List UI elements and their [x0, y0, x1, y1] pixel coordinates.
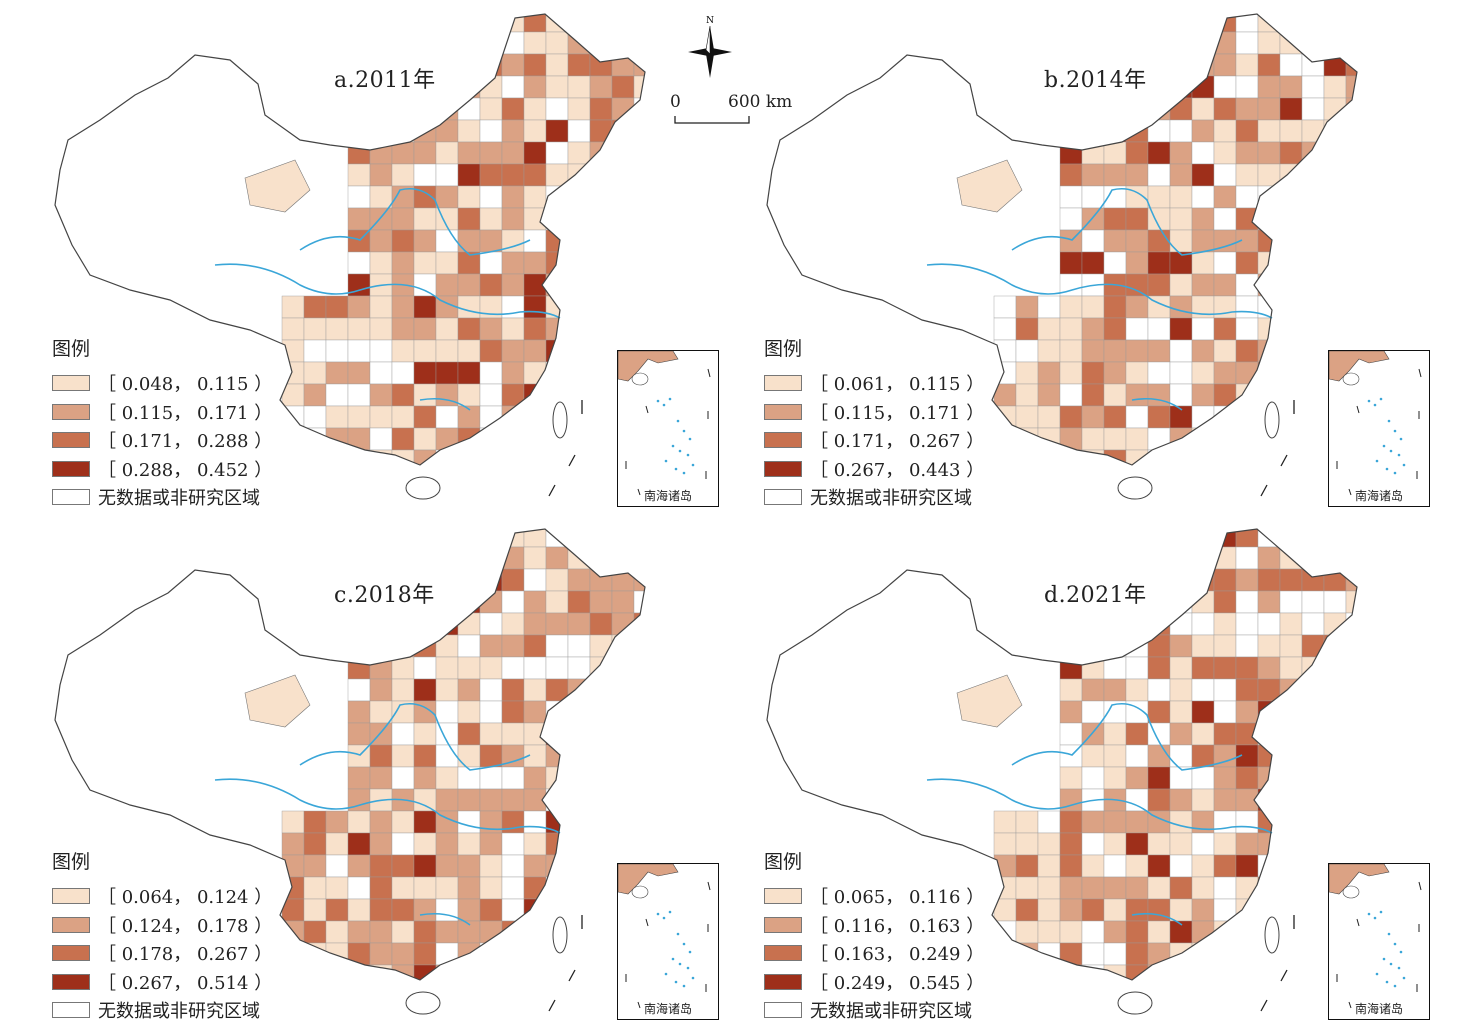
- legend-item: 无数据或非研究区域: [764, 483, 1024, 512]
- legend-item: ［ 0.163， 0.249 ）: [764, 939, 1024, 968]
- legend-item: ［ 0.249， 0.545 ）: [764, 968, 1024, 997]
- panel-title: b.2014年: [1044, 68, 1147, 93]
- legend-label: ［ 0.249， 0.545 ）: [810, 972, 985, 994]
- legend-swatch: [52, 916, 90, 933]
- legend-label: ［ 0.048， 0.115 ）: [98, 374, 273, 396]
- inset-label: 南海诸岛: [1354, 1002, 1403, 1016]
- legend-item: ［ 0.171， 0.288 ）: [52, 426, 312, 455]
- legend-label: 无数据或非研究区域: [98, 1001, 260, 1023]
- inset-label: 南海诸岛: [643, 1002, 692, 1016]
- legend-item: ［ 0.171， 0.267 ）: [764, 426, 1024, 455]
- north-arrow-icon: N: [686, 14, 734, 80]
- panel-title: d.2021年: [1044, 583, 1147, 608]
- legend-swatch: [764, 916, 802, 933]
- legend-swatch: [52, 375, 90, 392]
- legend-swatch: [764, 888, 802, 905]
- legend-swatch: [764, 375, 802, 392]
- legend-label: ［ 0.116， 0.163 ）: [810, 915, 985, 937]
- inset-label: 南海诸岛: [1354, 489, 1403, 503]
- legend: 图例 ［ 0.065， 0.116 ） ［ 0.116， 0.163 ） ［ 0.16…: [764, 847, 1024, 1025]
- scale-end-label: 600 km: [728, 92, 793, 112]
- legend-swatch: [52, 945, 90, 962]
- legend-item: ［ 0.065， 0.116 ）: [764, 882, 1024, 911]
- panel-title: c.2018年: [334, 583, 435, 608]
- legend-swatch: [764, 460, 802, 477]
- legend-item: 无数据或非研究区域: [52, 996, 312, 1025]
- legend-item: 无数据或非研究区域: [764, 996, 1024, 1025]
- legend-label: ［ 0.178， 0.267 ）: [98, 944, 273, 966]
- legend-label: 无数据或非研究区域: [98, 488, 260, 510]
- legend: 图例 ［ 0.048， 0.115 ） ［ 0.115， 0.171 ） ［ 0.17…: [52, 334, 312, 512]
- legend-label: ［ 0.115， 0.171 ）: [810, 402, 985, 424]
- panel-title: a.2011年: [334, 68, 436, 93]
- china-map-a: [54, 13, 646, 500]
- legend-label: ［ 0.115， 0.171 ）: [98, 402, 273, 424]
- legend-label: ［ 0.061， 0.115 ）: [810, 374, 985, 396]
- scale-start-label: 0: [670, 92, 681, 112]
- legend-label: 无数据或非研究区域: [810, 488, 972, 510]
- legend-swatch: [764, 432, 802, 449]
- legend-label: ［ 0.171， 0.288 ）: [98, 431, 273, 453]
- legend-item: ［ 0.115， 0.171 ）: [52, 398, 312, 427]
- legend-swatch: [764, 403, 802, 420]
- south-china-sea-inset: 南海诸岛: [1328, 350, 1430, 507]
- inset-label: 南海诸岛: [643, 489, 692, 503]
- legend-item: ［ 0.061， 0.115 ）: [764, 369, 1024, 398]
- legend-title: 图例: [764, 851, 803, 873]
- legend-item: ［ 0.064， 0.124 ）: [52, 882, 312, 911]
- south-china-sea-inset: 南海诸岛: [617, 350, 719, 507]
- legend-label: ［ 0.124， 0.178 ）: [98, 915, 273, 937]
- legend-label: ［ 0.064， 0.124 ）: [98, 887, 273, 909]
- legend-swatch: [52, 973, 90, 990]
- legend: 图例 ［ 0.064， 0.124 ） ［ 0.124， 0.178 ） ［ 0.17…: [52, 847, 312, 1025]
- legend-swatch: [764, 489, 802, 506]
- legend-label: ［ 0.267， 0.443 ）: [810, 459, 985, 481]
- legend-item: ［ 0.267， 0.443 ）: [764, 455, 1024, 484]
- legend-item: ［ 0.048， 0.115 ）: [52, 369, 312, 398]
- legend-label: ［ 0.065， 0.116 ）: [810, 887, 985, 909]
- panel-d: d.2021年 图例 ［ 0.065， 0.116 ） ［ 0.116， 0.163…: [712, 515, 1432, 1030]
- north-label: N: [706, 16, 714, 26]
- panel-a: a.2011年 图例 ［ 0.048， 0.115 ） ［ 0.115， 0.171…: [0, 0, 720, 515]
- china-map-c: [54, 528, 646, 1015]
- legend-swatch: [764, 945, 802, 962]
- south-china-sea-inset: 南海诸岛: [617, 863, 719, 1020]
- legend-swatch: [764, 973, 802, 990]
- legend-swatch: [52, 432, 90, 449]
- legend-label: ［ 0.267， 0.514 ）: [98, 972, 273, 994]
- china-map-d: [766, 528, 1358, 1015]
- china-map-b: [766, 13, 1358, 500]
- legend-title: 图例: [52, 851, 91, 873]
- legend-swatch: [52, 403, 90, 420]
- south-china-sea-inset: 南海诸岛: [1328, 863, 1430, 1020]
- legend-swatch: [764, 1002, 802, 1019]
- legend-label: ［ 0.171， 0.267 ）: [810, 431, 985, 453]
- legend-swatch: [52, 888, 90, 905]
- legend-item: ［ 0.267， 0.514 ）: [52, 968, 312, 997]
- legend: 图例 ［ 0.061， 0.115 ） ［ 0.115， 0.171 ） ［ 0.17…: [764, 334, 1024, 512]
- legend-swatch: [52, 489, 90, 506]
- legend-item: ［ 0.288， 0.452 ）: [52, 455, 312, 484]
- scale-bar: 0 600 km: [668, 92, 808, 132]
- legend-label: ［ 0.288， 0.452 ）: [98, 459, 273, 481]
- legend-item: ［ 0.116， 0.163 ）: [764, 911, 1024, 940]
- panel-c: c.2018年 图例 ［ 0.064， 0.124 ） ［ 0.124， 0.178…: [0, 515, 720, 1030]
- legend-item: ［ 0.115， 0.171 ）: [764, 398, 1024, 427]
- legend-item: 无数据或非研究区域: [52, 483, 312, 512]
- legend-item: ［ 0.178， 0.267 ）: [52, 939, 312, 968]
- panel-b: b.2014年 图例 ［ 0.061， 0.115 ） ［ 0.115， 0.171…: [712, 0, 1432, 515]
- legend-title: 图例: [52, 338, 91, 360]
- legend-swatch: [52, 460, 90, 477]
- legend-title: 图例: [764, 338, 803, 360]
- legend-label: ［ 0.163， 0.249 ）: [810, 944, 985, 966]
- legend-label: 无数据或非研究区域: [810, 1001, 972, 1023]
- legend-item: ［ 0.124， 0.178 ）: [52, 911, 312, 940]
- legend-swatch: [52, 1002, 90, 1019]
